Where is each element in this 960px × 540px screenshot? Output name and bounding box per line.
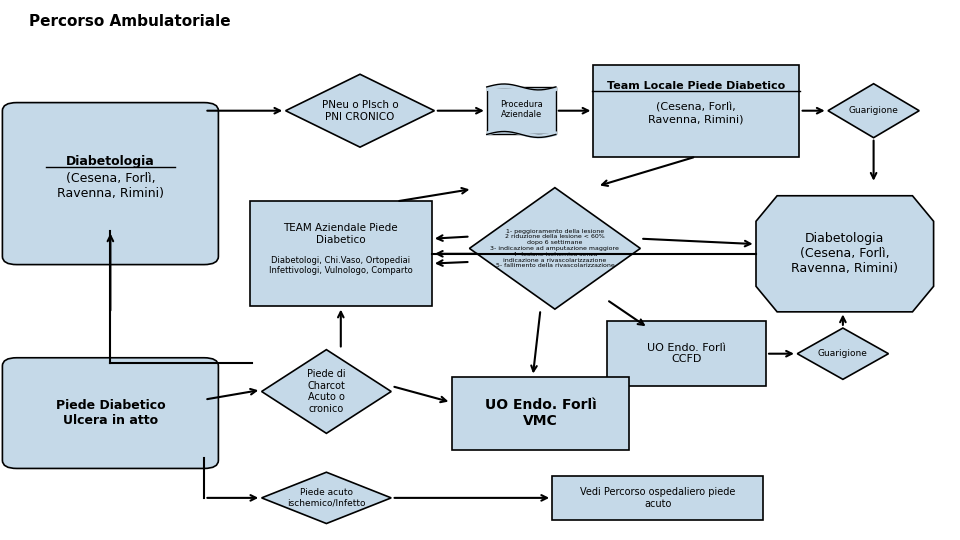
Text: Team Locale Piede Diabetico: Team Locale Piede Diabetico (607, 82, 785, 91)
Bar (607, 321, 765, 386)
Polygon shape (261, 472, 392, 524)
Text: Diabetologia: Diabetologia (66, 156, 155, 168)
Text: (Cesena, Forlì,
Ravenna, Rimini): (Cesena, Forlì, Ravenna, Rimini) (57, 172, 164, 200)
Text: (Cesena, Forlì,
Ravenna, Rimini): (Cesena, Forlì, Ravenna, Rimini) (648, 103, 744, 124)
Text: TEAM Aziendale Piede
Diabetico: TEAM Aziendale Piede Diabetico (283, 223, 398, 245)
Text: Piede acuto
ischemico/Infetto: Piede acuto ischemico/Infetto (287, 488, 366, 508)
Bar (250, 201, 432, 306)
Polygon shape (286, 74, 434, 147)
Text: Piede di
Charcot
Acuto o
cronico: Piede di Charcot Acuto o cronico (307, 369, 346, 414)
Text: UO Endo. Forlì
VMC: UO Endo. Forlì VMC (485, 398, 596, 428)
Text: Diabetologi, Chi.Vaso, Ortopediai
Infettivologi, Vulnologo, Comparto: Diabetologi, Chi.Vaso, Ortopediai Infett… (269, 256, 413, 275)
Text: Guarigione: Guarigione (849, 106, 899, 115)
Bar (451, 377, 630, 449)
FancyBboxPatch shape (3, 357, 219, 468)
Polygon shape (797, 328, 889, 379)
FancyBboxPatch shape (3, 103, 219, 265)
Bar (552, 476, 763, 520)
Polygon shape (469, 187, 640, 309)
Polygon shape (261, 350, 392, 433)
Text: Piede Diabetico
Ulcera in atto: Piede Diabetico Ulcera in atto (56, 399, 165, 427)
Bar (592, 65, 799, 157)
Text: Percorso Ambulatoriale: Percorso Ambulatoriale (29, 14, 230, 29)
Text: 1- peggioramento della lesione
2 riduzione della lesione < 60%
dopo 6 settimane
: 1- peggioramento della lesione 2 riduzio… (491, 228, 619, 268)
Text: Guarigione: Guarigione (818, 349, 868, 358)
Text: Vedi Percorso ospedaliero piede
acuto: Vedi Percorso ospedaliero piede acuto (580, 487, 735, 509)
Text: Diabetologia
(Cesena, Forlì,
Ravenna, Rimini): Diabetologia (Cesena, Forlì, Ravenna, Ri… (791, 232, 899, 275)
Polygon shape (828, 84, 920, 138)
Text: UO Endo. Forlì
CCFD: UO Endo. Forlì CCFD (647, 343, 726, 364)
Polygon shape (756, 195, 933, 312)
Text: PNeu o PIsch o
PNI CRONICO: PNeu o PIsch o PNI CRONICO (322, 100, 398, 122)
Bar (487, 87, 556, 134)
Text: Procedura
Aziendale: Procedura Aziendale (500, 100, 542, 119)
